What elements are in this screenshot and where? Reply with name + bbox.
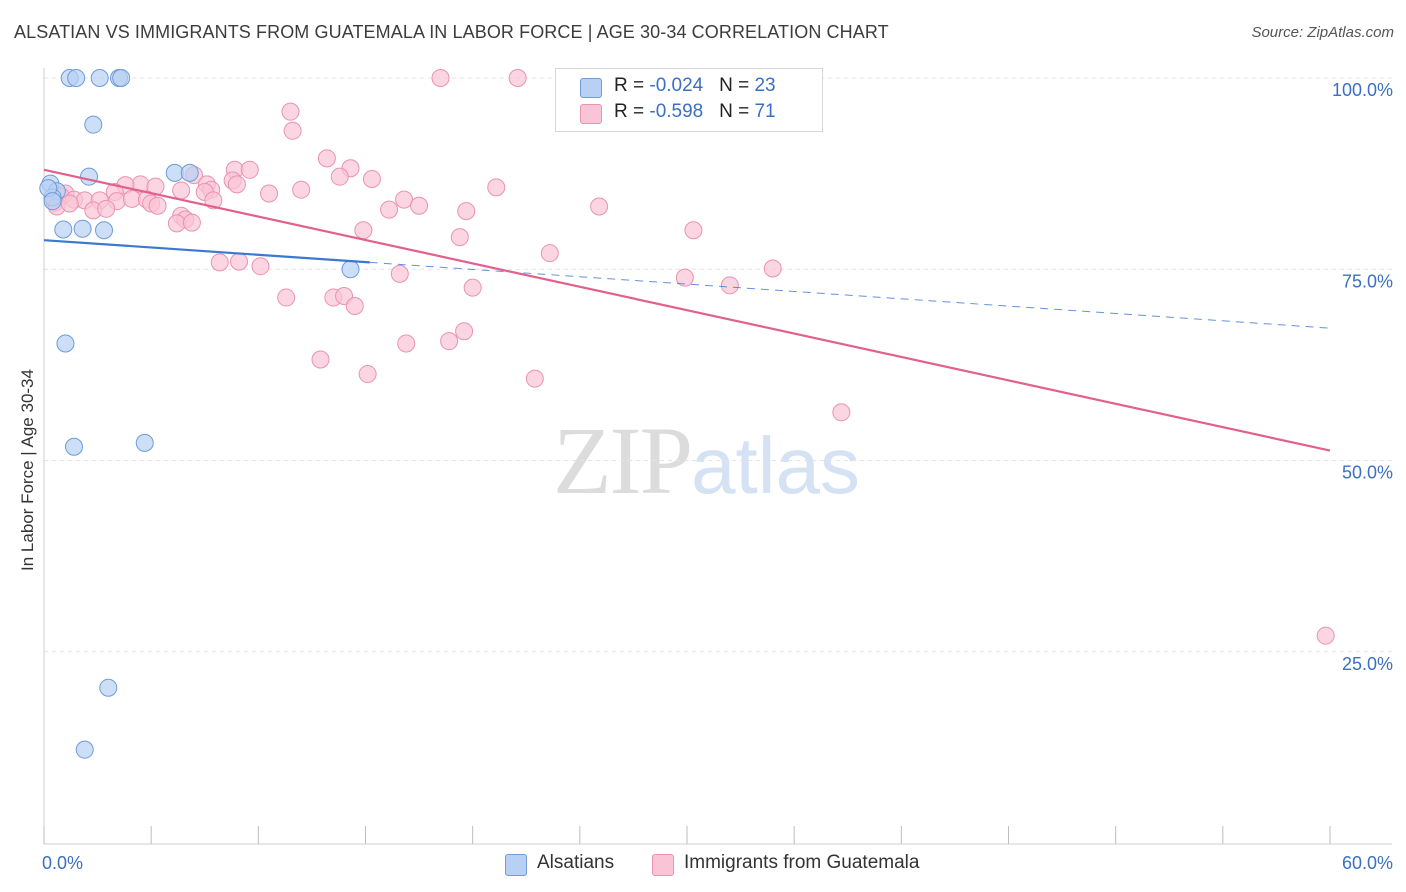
alsatian-point [56, 334, 75, 353]
guatemala-point [317, 149, 336, 168]
alsatian-point [99, 678, 118, 697]
guatemala-point [345, 296, 364, 315]
alsatian-point [75, 740, 94, 759]
guatemala-point [525, 369, 544, 388]
guatemala-point [832, 403, 851, 422]
guatemala-point [167, 214, 186, 233]
legend-r-value-guatemala: -0.598 [649, 101, 704, 122]
guatemala-point [450, 228, 469, 247]
guatemala-point [330, 167, 349, 186]
bottom-legend-label-guatemala: Immigrants from Guatemala [684, 852, 920, 873]
legend-n-value-alsatians: 23 [754, 75, 776, 96]
alsatian-point [165, 163, 184, 182]
guatemala-point [675, 268, 694, 287]
guatemala-point [390, 264, 409, 283]
watermark-atlas: atlas [691, 421, 860, 510]
stats-legend: R = -0.024 N = 23 R = -0.598 N = 71 [555, 68, 823, 132]
guatemala-point [122, 189, 141, 208]
y-tick-label: 25.0% [1342, 654, 1393, 674]
legend-r-label: R = [614, 75, 650, 96]
guatemala-point [684, 221, 703, 240]
legend-n-label: N = [719, 75, 755, 96]
alsatian-point [135, 433, 154, 452]
guatemala-point [204, 191, 223, 210]
guatemala-point [230, 252, 249, 271]
guatemala-point [440, 332, 459, 351]
guatemala-point [463, 278, 482, 297]
alsatian-point [80, 167, 99, 186]
guatemala-point [283, 121, 302, 140]
legend-n-label: N = [719, 101, 755, 122]
y-tick-label: 75.0% [1342, 271, 1393, 291]
alsatian-point [65, 437, 84, 456]
alsatian-trend-line [43, 239, 370, 264]
legend-r-value-alsatians: -0.024 [649, 75, 704, 96]
guatemala-point [1316, 626, 1335, 645]
guatemala-point [540, 244, 559, 263]
bottom-legend-swatch-alsatians [505, 854, 527, 876]
guatemala-point [720, 276, 739, 295]
alsatian-trend-extension [369, 261, 1331, 329]
guatemala-point [227, 175, 246, 194]
guatemala-point [457, 202, 476, 221]
guatemala-point [354, 221, 373, 240]
guatemala-point [397, 334, 416, 353]
guatemala-point [311, 350, 330, 369]
guatemala-point [362, 169, 381, 188]
guatemala-point [210, 253, 229, 272]
guatemala-point [358, 365, 377, 384]
guatemala-point [172, 181, 191, 200]
alsatian-point [84, 115, 103, 134]
guatemala-point [508, 69, 527, 87]
guatemala-point [251, 257, 270, 276]
legend-swatch-guatemala [580, 104, 602, 124]
alsatian-point [54, 220, 73, 239]
zipatlas-watermark: ZIPatlas [553, 405, 860, 516]
guatemala-point [277, 288, 296, 307]
alsatian-point [67, 69, 86, 87]
alsatian-point [112, 69, 131, 87]
alsatian-point [73, 219, 92, 238]
guatemala-point [395, 190, 414, 209]
guatemala-trend-line [43, 168, 1331, 452]
guatemala-point [240, 160, 259, 179]
bottom-legend-label-alsatians: Alsatians [537, 852, 615, 873]
legend-r-label: R = [614, 101, 650, 122]
chart-title: ALSATIAN VS IMMIGRANTS FROM GUATEMALA IN… [14, 22, 889, 42]
x-tick-label: 0.0% [42, 853, 83, 873]
y-tick-label: 100.0% [1332, 80, 1393, 100]
guatemala-point [281, 102, 300, 121]
guatemala-point [431, 69, 450, 87]
alsatian-point [43, 192, 62, 211]
guatemala-point [182, 213, 201, 232]
guatemala-point [148, 196, 167, 215]
y-axis-label: In Labor Force | Age 30-34 [18, 369, 37, 571]
alsatian-point [95, 221, 114, 240]
guatemala-point [60, 194, 79, 213]
guatemala-point [487, 178, 506, 197]
guatemala-point [763, 259, 782, 278]
guatemala-point [97, 199, 116, 218]
alsatian-point [341, 260, 360, 279]
guatemala-point [455, 322, 474, 341]
bottom-legend-swatch-guatemala [652, 854, 674, 876]
legend-swatch-alsatians [580, 78, 602, 98]
y-tick-label: 50.0% [1342, 463, 1393, 483]
guatemala-point [410, 196, 429, 215]
source-credit: Source: ZipAtlas.com [1251, 24, 1394, 41]
alsatian-point [90, 69, 109, 87]
guatemala-point [260, 184, 279, 203]
guatemala-point [380, 200, 399, 219]
alsatian-point [180, 163, 199, 182]
legend-n-value-guatemala: 71 [754, 101, 776, 122]
guatemala-point [590, 197, 609, 216]
x-tick-label: 60.0% [1342, 853, 1393, 873]
guatemala-point [292, 180, 311, 199]
